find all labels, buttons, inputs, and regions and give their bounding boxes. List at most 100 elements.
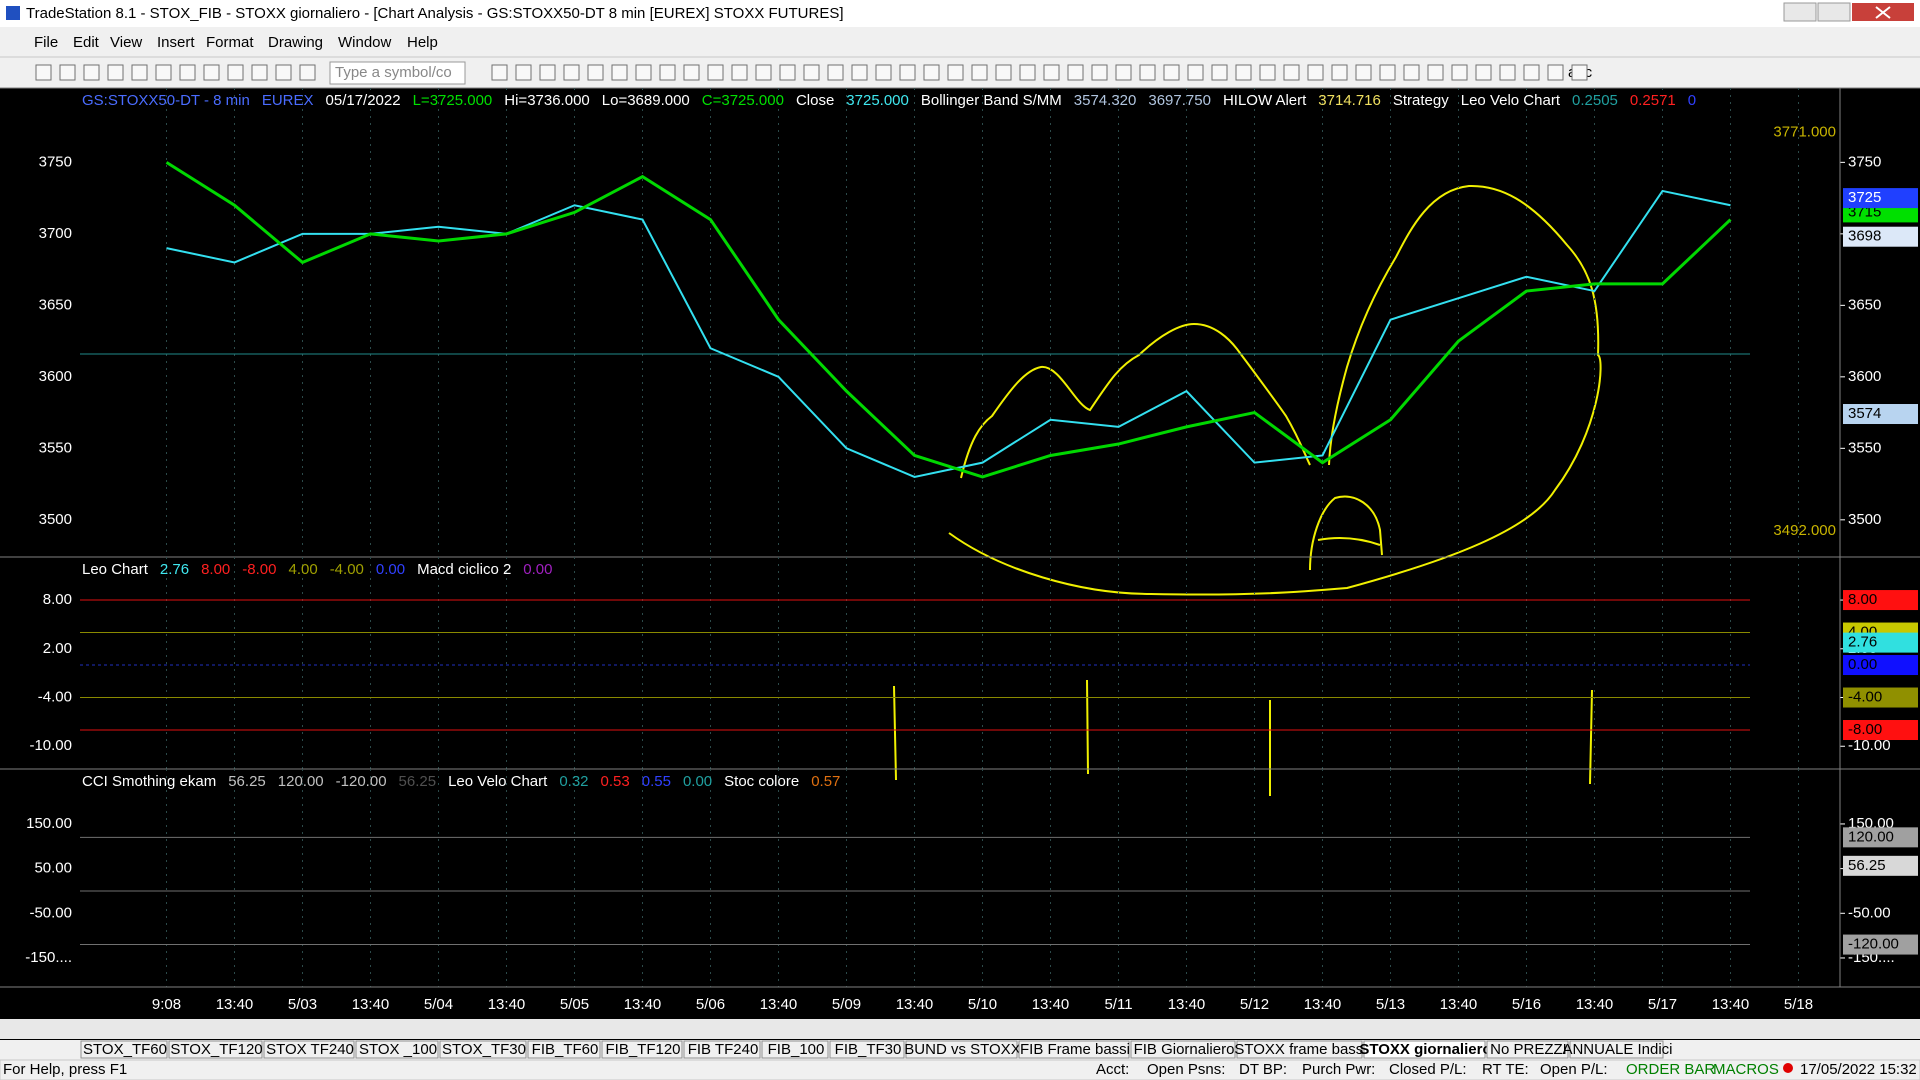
series-line	[165, 161, 1732, 479]
menu-item[interactable]: Insert	[157, 34, 195, 51]
toolbar-button[interactable]	[1307, 64, 1324, 81]
toolbar-button[interactable]	[1403, 64, 1420, 81]
yellow-letter	[1309, 495, 1383, 571]
sheet-tab[interactable]	[1363, 1040, 1486, 1059]
toolbar-button[interactable]	[227, 64, 244, 81]
toolbar-button[interactable]	[155, 64, 172, 81]
toolbar-button[interactable]	[179, 64, 196, 81]
toolbar-button[interactable]	[1283, 64, 1300, 81]
toolbar-button[interactable]	[659, 64, 676, 81]
toolbar-button[interactable]	[1091, 64, 1108, 81]
sheet-tab[interactable]	[1018, 1040, 1130, 1059]
scrollbar[interactable]	[0, 1019, 1920, 1039]
toolbar-button[interactable]	[59, 64, 76, 81]
panel-header: 120.00	[278, 773, 324, 790]
menu-item[interactable]: Window	[338, 34, 392, 51]
sheet-tab[interactable]	[439, 1040, 527, 1059]
toolbar-button[interactable]	[635, 64, 652, 81]
toolbar-button[interactable]	[683, 64, 700, 81]
toolbar-button[interactable]	[275, 64, 292, 81]
sheet-tab[interactable]	[1130, 1040, 1236, 1059]
toolbar-button[interactable]	[731, 64, 748, 81]
toolbar-button[interactable]	[539, 64, 556, 81]
sheet-tab-label: STOX_TF60	[83, 1041, 167, 1058]
toolbar-button[interactable]	[1115, 64, 1132, 81]
panel-header: 0.57	[811, 773, 840, 790]
sheet-tab[interactable]	[168, 1040, 263, 1059]
toolbar-button[interactable]	[1019, 64, 1036, 81]
toolbar-button[interactable]	[1547, 64, 1564, 81]
toolbar-button[interactable]	[1355, 64, 1372, 81]
menu-item[interactable]: File	[34, 34, 58, 51]
toolbar-button[interactable]	[251, 64, 268, 81]
maximize-button[interactable]	[1817, 2, 1851, 22]
toolbar-button[interactable]	[707, 64, 724, 81]
sheet-tab[interactable]	[1236, 1040, 1363, 1059]
panel-header: 0.2505	[1572, 92, 1618, 109]
toolbar-button[interactable]	[995, 64, 1012, 81]
minimize-button[interactable]	[1783, 2, 1817, 22]
x-tick-label: 13:40	[1440, 996, 1478, 1013]
sheet-tab[interactable]	[761, 1040, 829, 1059]
toolbar-button[interactable]	[1259, 64, 1276, 81]
toolbar-button[interactable]	[971, 64, 988, 81]
panel-header: 0.55	[642, 773, 671, 790]
toolbar-button[interactable]	[1187, 64, 1204, 81]
toolbar-button[interactable]	[1331, 64, 1348, 81]
sheet-tab[interactable]	[905, 1040, 1018, 1059]
toolbar-button[interactable]	[35, 64, 52, 81]
toolbar-button[interactable]	[1067, 64, 1084, 81]
toolbar-button[interactable]	[1379, 64, 1396, 81]
toolbar-button[interactable]	[1427, 64, 1444, 81]
toolbar-button[interactable]	[851, 64, 868, 81]
sheet-tab[interactable]	[527, 1040, 601, 1059]
toolbar-button[interactable]	[947, 64, 964, 81]
toolbar-button[interactable]	[779, 64, 796, 81]
toolbar-button[interactable]	[803, 64, 820, 81]
menu-item[interactable]: Format	[206, 34, 254, 51]
sheet-tab[interactable]	[80, 1040, 168, 1059]
toolbar-button[interactable]	[1139, 64, 1156, 81]
toolbar-button[interactable]	[1523, 64, 1540, 81]
toolbar-button[interactable]	[755, 64, 772, 81]
sheet-tab[interactable]	[683, 1040, 761, 1059]
x-tick-label: 5/17	[1648, 996, 1677, 1013]
sheet-tab[interactable]	[1569, 1040, 1664, 1059]
toolbar-button[interactable]	[1211, 64, 1228, 81]
toolbar-button[interactable]	[107, 64, 124, 81]
toolbar-button[interactable]	[83, 64, 100, 81]
toolbar-button[interactable]	[515, 64, 532, 81]
toolbar-button[interactable]	[1163, 64, 1180, 81]
menu-item[interactable]: View	[110, 34, 142, 51]
toolbar-button[interactable]	[875, 64, 892, 81]
menu-item[interactable]: Help	[407, 34, 438, 51]
sheet-tab[interactable]	[263, 1040, 355, 1059]
toolbar-button[interactable]	[1043, 64, 1060, 81]
toolbar-button[interactable]	[131, 64, 148, 81]
panel-header: Leo Velo Chart	[448, 773, 548, 790]
sheet-tab[interactable]	[355, 1040, 439, 1059]
toolbar-button[interactable]	[203, 64, 220, 81]
y-tick-label-right: 3500	[1848, 511, 1881, 528]
toolbar-button[interactable]	[1571, 64, 1588, 81]
menu-item[interactable]: Drawing	[268, 34, 323, 51]
menu-item[interactable]: Edit	[73, 34, 100, 51]
toolbar-button[interactable]	[923, 64, 940, 81]
close-icon	[1875, 6, 1891, 19]
sheet-tab[interactable]	[829, 1040, 905, 1059]
toolbar-button[interactable]	[899, 64, 916, 81]
toolbar-button[interactable]	[491, 64, 508, 81]
toolbar-button[interactable]	[1475, 64, 1492, 81]
toolbar-button[interactable]	[587, 64, 604, 81]
symbol-input[interactable]	[329, 61, 466, 85]
toolbar-button[interactable]	[1235, 64, 1252, 81]
toolbar-button[interactable]	[299, 64, 316, 81]
sheet-tab[interactable]	[1486, 1040, 1569, 1059]
toolbar-button[interactable]	[827, 64, 844, 81]
toolbar-button[interactable]	[563, 64, 580, 81]
toolbar-button[interactable]	[1499, 64, 1516, 81]
sheet-tab[interactable]	[601, 1040, 683, 1059]
toolbar-button[interactable]	[611, 64, 628, 81]
toolbar-button[interactable]	[1451, 64, 1468, 81]
